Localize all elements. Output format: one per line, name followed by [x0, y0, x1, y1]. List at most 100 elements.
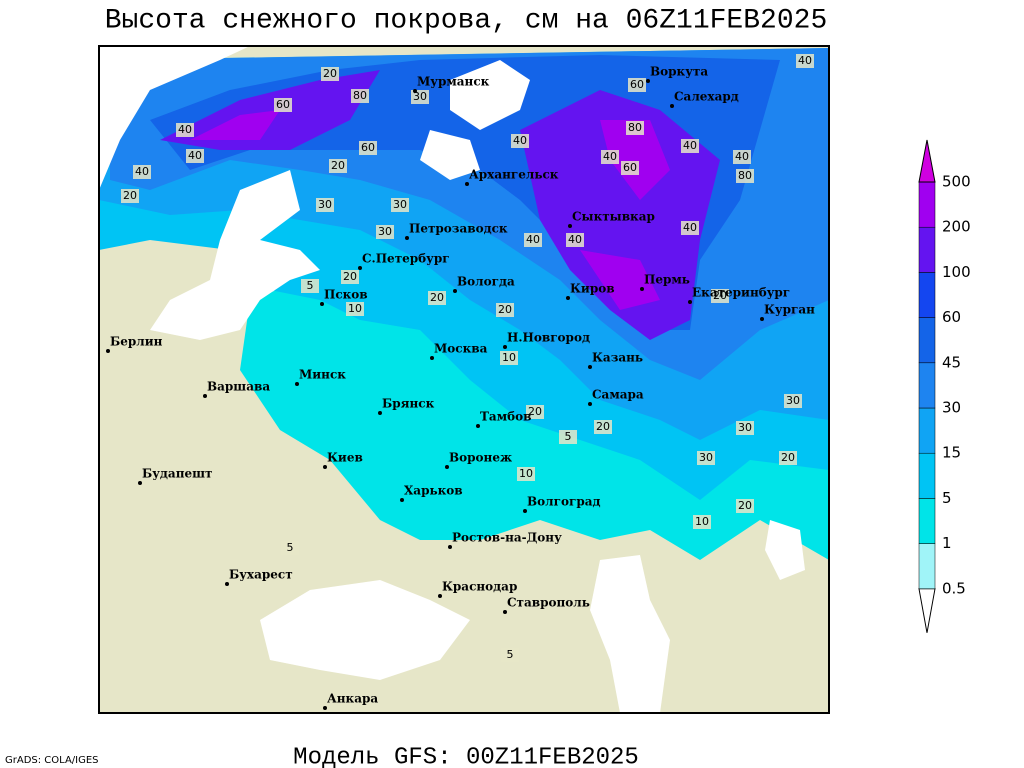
legend-segment — [918, 498, 936, 544]
city-dot — [445, 465, 449, 469]
contour-label: 40 — [683, 139, 697, 152]
sea — [420, 60, 530, 180]
city-label: Тамбов — [480, 410, 531, 424]
city-label: Архангельск — [469, 168, 559, 182]
contour-label-bg — [496, 303, 514, 317]
contour-label-bg — [524, 233, 542, 247]
contour-label: 40 — [568, 233, 582, 246]
city-dot — [438, 594, 442, 598]
city-label: Ставрополь — [507, 596, 590, 610]
contour-label: 60 — [361, 141, 375, 154]
city-label: Мурманск — [417, 75, 490, 89]
city-dot — [588, 402, 592, 406]
contour-label: 10 — [695, 515, 709, 528]
contour-label: 20 — [323, 67, 337, 80]
sea — [590, 555, 670, 713]
contour-label: 60 — [276, 98, 290, 111]
city-dot — [760, 317, 764, 321]
contour-label: 40 — [513, 134, 527, 147]
city-label: Минск — [299, 368, 346, 382]
contour-label-bg — [391, 198, 409, 212]
city-dot — [523, 509, 527, 513]
city-dot — [640, 287, 644, 291]
city-dot — [106, 349, 110, 353]
city-label: Воронеж — [449, 451, 512, 465]
city-label: Волгоград — [527, 495, 600, 509]
city-label: Москва — [434, 342, 488, 356]
city-dot — [225, 582, 229, 586]
legend-segment — [918, 452, 936, 499]
city-label: С.Петербург — [362, 252, 450, 266]
legend-label: 30 — [942, 399, 961, 417]
contour-label: 30 — [413, 90, 427, 103]
city-label: Казань — [592, 351, 643, 365]
city-label: Брянск — [382, 397, 435, 411]
contour-label-bg — [711, 289, 729, 303]
contour-label: 10 — [502, 351, 516, 364]
contour-label: 40 — [683, 221, 697, 234]
contour-label-bg — [566, 233, 584, 247]
contour-label: 40 — [135, 165, 149, 178]
contour-label: 20 — [343, 270, 357, 283]
legend-label: 60 — [942, 308, 961, 326]
legend-label: 500 — [942, 173, 971, 191]
labels: 40 20 60 80 40 30 60 20 40 40 30 60 40 80 40 20 30 40 40 80… — [106, 54, 815, 710]
contour-label: 20 — [528, 405, 542, 418]
legend-bottom — [918, 588, 936, 633]
contour-label-bg — [779, 451, 797, 465]
contour-label: 40 — [798, 54, 812, 67]
legend-label: 0.5 — [942, 579, 966, 597]
contour-label-bg — [736, 499, 754, 513]
city-dot — [503, 345, 507, 349]
contour-label: 30 — [393, 198, 407, 211]
contour-label-bg — [428, 291, 446, 305]
city-label: Н.Новгород — [507, 331, 590, 345]
snow-100-200 — [160, 70, 720, 340]
contour-label-bg — [321, 67, 339, 81]
city-dot — [320, 302, 324, 306]
legend-segment — [918, 407, 936, 454]
contour-label: 20 — [713, 289, 727, 302]
city-dot — [138, 481, 142, 485]
city-dot — [588, 365, 592, 369]
sea — [765, 520, 805, 580]
contour-label-bg — [274, 98, 292, 112]
city-dot — [405, 236, 409, 240]
credit: GrADS: COLA/IGES — [5, 755, 99, 766]
city-dot — [323, 465, 327, 469]
contour-label-bg — [559, 430, 577, 444]
contour-label-bg — [316, 198, 334, 212]
city-dot — [413, 89, 417, 93]
city-dot — [670, 104, 674, 108]
contour-label-bg — [121, 189, 139, 203]
city-label: Бухарест — [229, 568, 293, 582]
contour-label: 5 — [565, 430, 572, 443]
contour-label-bg — [176, 123, 194, 137]
city-label: Сыктывкар — [572, 210, 655, 224]
contour-label: 5 — [287, 541, 294, 554]
city-dot — [568, 224, 572, 228]
city-dot — [400, 498, 404, 502]
city-label: Петрозаводск — [409, 222, 508, 236]
legend-label: 200 — [942, 218, 971, 236]
contour-label: 20 — [331, 159, 345, 172]
contour-label-bg — [693, 515, 711, 529]
sea — [150, 170, 320, 340]
contour-label: 10 — [519, 467, 533, 480]
contour-label-bg — [736, 421, 754, 435]
contour-label: 80 — [353, 89, 367, 102]
city-label: Ростов-на-Дону — [452, 531, 562, 545]
city-dot — [688, 300, 692, 304]
contour-label-bg — [736, 169, 754, 183]
legend-label: 1 — [942, 534, 952, 552]
contour-label-bg — [341, 270, 359, 284]
contour-label: 20 — [781, 451, 795, 464]
city-label: Курган — [764, 303, 815, 317]
contour-label: 5 — [307, 279, 314, 292]
contour-label-bg — [351, 89, 369, 103]
contour-label-bg — [681, 221, 699, 235]
city-dot — [465, 182, 469, 186]
contour-label-bg — [376, 225, 394, 239]
city-dot — [453, 289, 457, 293]
